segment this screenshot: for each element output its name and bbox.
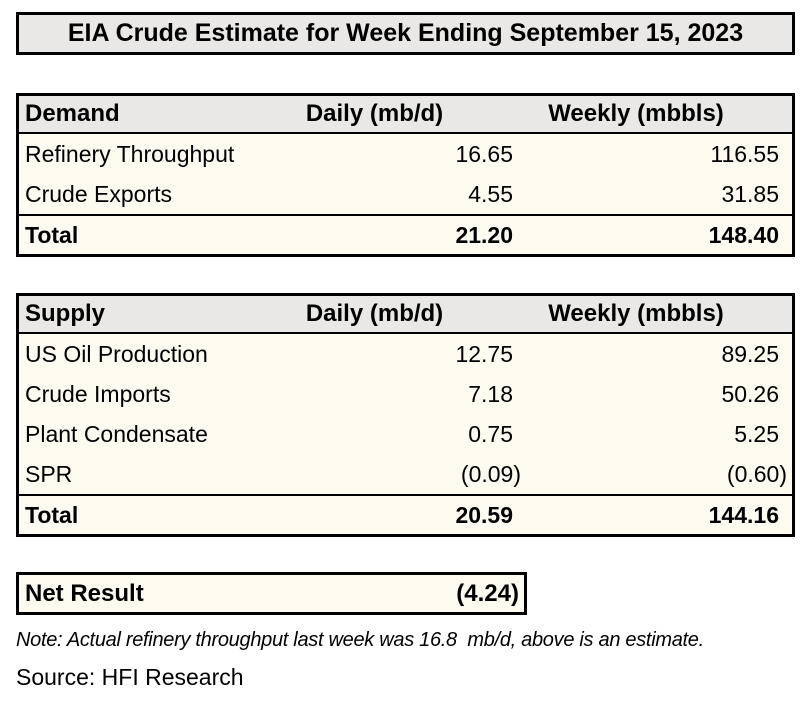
total-label: Total bbox=[25, 221, 79, 248]
net-result-box: Net Result (4.24) bbox=[16, 572, 527, 615]
supply-header-daily: Daily (mb/d) bbox=[305, 300, 444, 327]
row-label: US Oil Production bbox=[25, 340, 208, 367]
row-weekly-value: 116.55 bbox=[710, 140, 779, 167]
supply-header-weekly: Weekly (mbbls) bbox=[548, 300, 724, 327]
table-row: SPR (0.09) (0.60) bbox=[19, 454, 792, 494]
supply-header-row: Supply Daily (mb/d) Weekly (mbbls) bbox=[19, 296, 792, 334]
total-daily-value: 20.59 bbox=[455, 501, 513, 528]
demand-table: Demand Daily (mb/d) Weekly (mbbls) Refin… bbox=[16, 93, 795, 257]
footnote: Note: Actual refinery throughput last we… bbox=[16, 629, 704, 651]
row-daily-value: 0.75 bbox=[468, 420, 513, 447]
table-row: Plant Condensate 0.75 5.25 bbox=[19, 414, 792, 454]
row-daily-value: 4.55 bbox=[468, 180, 513, 207]
net-result-value: (4.24) bbox=[456, 579, 519, 607]
row-label: Plant Condensate bbox=[25, 420, 208, 447]
total-daily-value: 21.20 bbox=[455, 221, 513, 248]
row-daily-value: 7.18 bbox=[468, 380, 513, 407]
page: EIA Crude Estimate for Week Ending Septe… bbox=[0, 12, 810, 714]
supply-header-label: Supply bbox=[25, 300, 106, 327]
row-weekly-value: (0.60) bbox=[726, 460, 787, 487]
row-label: Crude Imports bbox=[25, 380, 171, 407]
row-label: Refinery Throughput bbox=[25, 140, 235, 167]
row-label: SPR bbox=[25, 460, 73, 487]
demand-header-weekly: Weekly (mbbls) bbox=[548, 100, 724, 127]
demand-total-row: Total 21.20 148.40 bbox=[19, 214, 792, 254]
supply-total-row: Total 20.59 144.16 bbox=[19, 494, 792, 534]
row-daily-value: 12.75 bbox=[455, 340, 513, 367]
supply-table: Supply Daily (mb/d) Weekly (mbbls) US Oi… bbox=[16, 293, 795, 537]
source-credit: Source: HFI Research bbox=[16, 664, 244, 690]
report-title-box: EIA Crude Estimate for Week Ending Septe… bbox=[16, 12, 795, 55]
demand-header-label: Demand bbox=[25, 100, 120, 127]
total-label: Total bbox=[25, 501, 79, 528]
row-daily-value: 16.65 bbox=[455, 140, 513, 167]
row-weekly-value: 89.25 bbox=[721, 340, 779, 367]
total-weekly-value: 148.40 bbox=[708, 221, 779, 248]
total-weekly-value: 144.16 bbox=[708, 501, 779, 528]
page-title: EIA Crude Estimate for Week Ending Septe… bbox=[67, 19, 744, 47]
row-weekly-value: 31.85 bbox=[721, 180, 779, 207]
row-label: Crude Exports bbox=[25, 180, 173, 207]
demand-header-row: Demand Daily (mb/d) Weekly (mbbls) bbox=[19, 96, 792, 134]
row-daily-value: (0.09) bbox=[460, 460, 521, 487]
net-result-label: Net Result bbox=[25, 579, 144, 607]
row-weekly-value: 5.25 bbox=[734, 420, 779, 447]
table-row: Crude Imports 7.18 50.26 bbox=[19, 374, 792, 414]
table-row: Refinery Throughput 16.65 116.55 bbox=[19, 134, 792, 174]
table-row: Crude Exports 4.55 31.85 bbox=[19, 174, 792, 214]
demand-header-daily: Daily (mb/d) bbox=[305, 100, 444, 127]
table-row: US Oil Production 12.75 89.25 bbox=[19, 334, 792, 374]
row-weekly-value: 50.26 bbox=[721, 380, 779, 407]
